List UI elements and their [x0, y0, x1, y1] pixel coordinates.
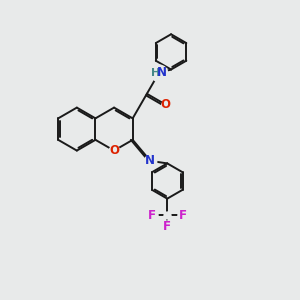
- Text: N: N: [157, 66, 167, 79]
- Text: F: F: [179, 208, 187, 222]
- Text: F: F: [148, 208, 156, 222]
- Text: O: O: [109, 144, 119, 157]
- Text: F: F: [163, 220, 171, 233]
- Text: N: N: [146, 154, 155, 167]
- Text: O: O: [160, 98, 170, 111]
- Text: H: H: [151, 68, 160, 78]
